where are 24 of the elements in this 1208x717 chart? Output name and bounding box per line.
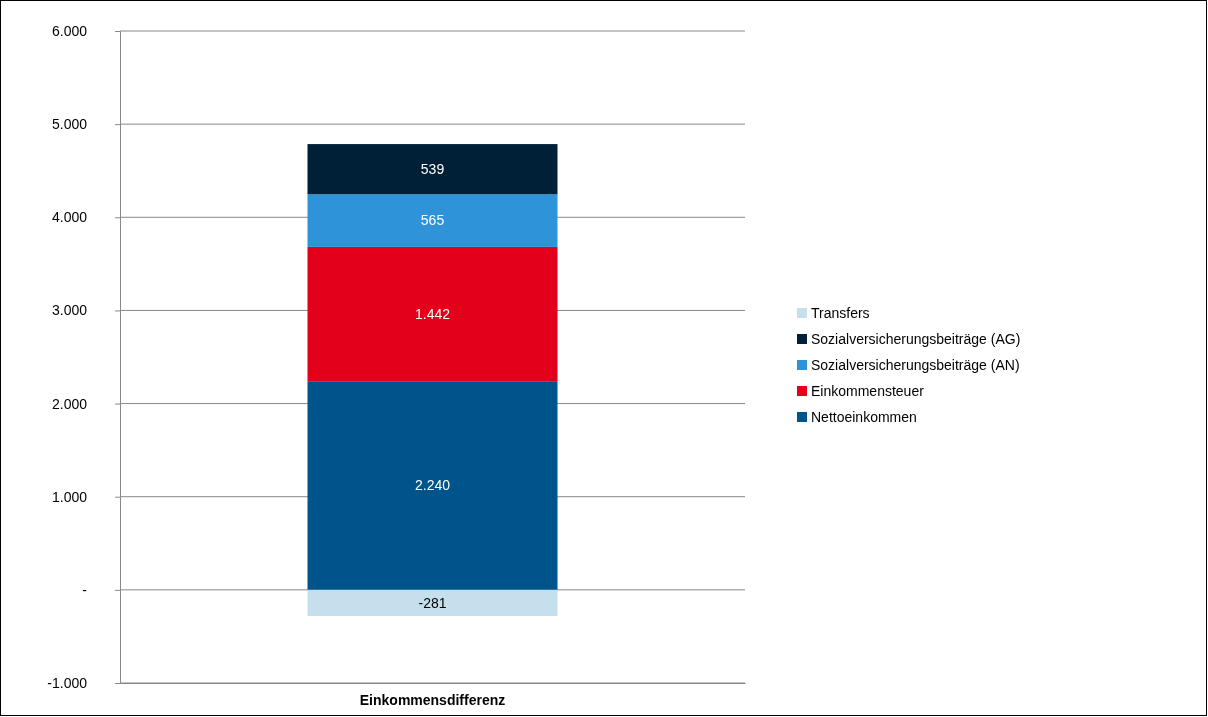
y-tick-label: 3.000 [51,302,88,319]
legend-label: Transfers [811,304,870,321]
legend-label: Sozialversicherungsbeiträge (AG) [811,330,1021,347]
y-tick-label: 6.000 [51,22,88,39]
y-tick-label: 4.000 [51,209,88,226]
bar [307,589,558,617]
bar [307,144,558,195]
y-tick-label: 5.000 [51,116,88,133]
y-tick-label: -1.000 [47,674,88,691]
bar [307,246,558,382]
legend-label: Einkommensteuer [811,382,925,399]
bar [307,381,558,590]
data-label: 565 [420,212,445,229]
legend-label: Nettoeinkommen [811,408,917,425]
legend-label: Sozialversicherungsbeiträge (AN) [811,356,1020,373]
bar [307,194,558,247]
data-label: 539 [420,161,445,178]
data-label: 1.442 [414,305,451,322]
data-label: 2.240 [414,477,451,494]
data-label: -281 [418,594,447,611]
y-tick-label: 2.000 [51,395,88,412]
x-tick-label: Einkommensdifferenz [359,691,506,708]
y-tick-label: 1.000 [51,488,88,505]
y-tick-label: - [82,581,88,598]
